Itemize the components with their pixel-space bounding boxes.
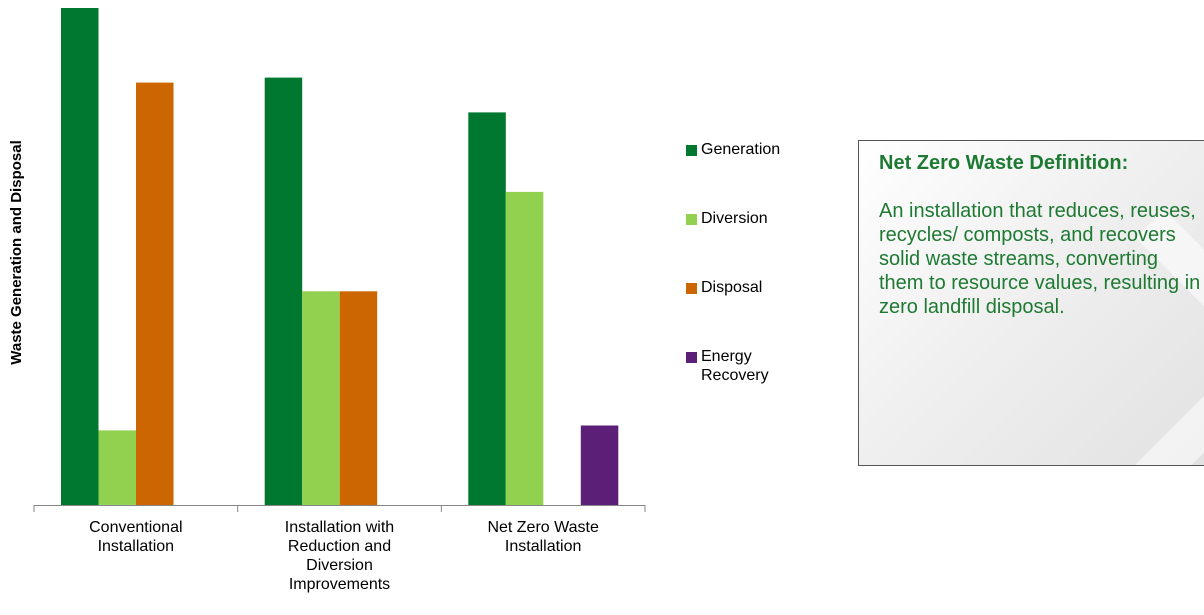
bar-diversion-0 [98,430,136,505]
definition-title: Net Zero Waste Definition: [879,152,1129,174]
legend-label-line: Diversion [701,210,768,227]
legend-label: Generation [701,140,780,159]
legend-swatch [686,214,697,225]
x-tick-label: Conventional Installation [56,518,216,556]
legend-swatch [686,352,697,363]
x-tick-label-line: Diversion [306,557,373,574]
y-axis-label: Waste Generation and Disposal [4,0,28,505]
legend-label-line: Energy [701,348,752,365]
legend-label: Diversion [701,209,768,228]
definition-box: Net Zero Waste Definition: An installati… [858,140,1204,466]
x-tick-label-line: Installation [504,538,582,555]
bar-disposal-0 [136,82,174,505]
legend-item: Disposal [686,278,762,297]
legend-item: Generation [686,140,780,159]
bar-diversion-1 [302,291,340,505]
definition-text: An installation that reduces, reuses, re… [879,200,1201,318]
x-tick-label-line: Installation with [284,519,395,536]
bar-energy-recovery-2 [580,425,619,505]
bar-generation-0 [61,8,99,505]
x-tick-label: Net Zero Waste Installation [463,518,623,556]
x-tick-label-line: Net Zero Waste [487,519,599,536]
chart-plot [33,8,646,512]
x-tick-label-line: Conventional [89,519,183,536]
bar-generation-2 [468,112,506,506]
bar-disposal-1 [339,291,378,505]
legend-swatch [686,283,697,294]
x-tick-label: Installation with Reduction and Diversion I… [260,518,420,594]
legend-item: Diversion [686,209,768,228]
legend-swatch [686,145,697,156]
x-tick-label-line: Installation [97,538,175,555]
legend-label-line: Disposal [701,279,763,296]
bar-generation-1 [264,77,303,505]
bar-diversion-2 [505,191,544,505]
legend-item: Energy Recovery [686,347,769,385]
legend-label-line: Recovery [701,367,769,384]
legend-label: Disposal [701,278,762,297]
y-axis-label-text: Waste Generation and Disposal [7,140,25,365]
x-tick-label-line: Improvements [288,576,391,593]
x-tick-label-line: Reduction and [287,538,392,555]
legend-label-line: Generation [701,141,781,158]
legend-label: Energy Recovery [701,347,769,385]
